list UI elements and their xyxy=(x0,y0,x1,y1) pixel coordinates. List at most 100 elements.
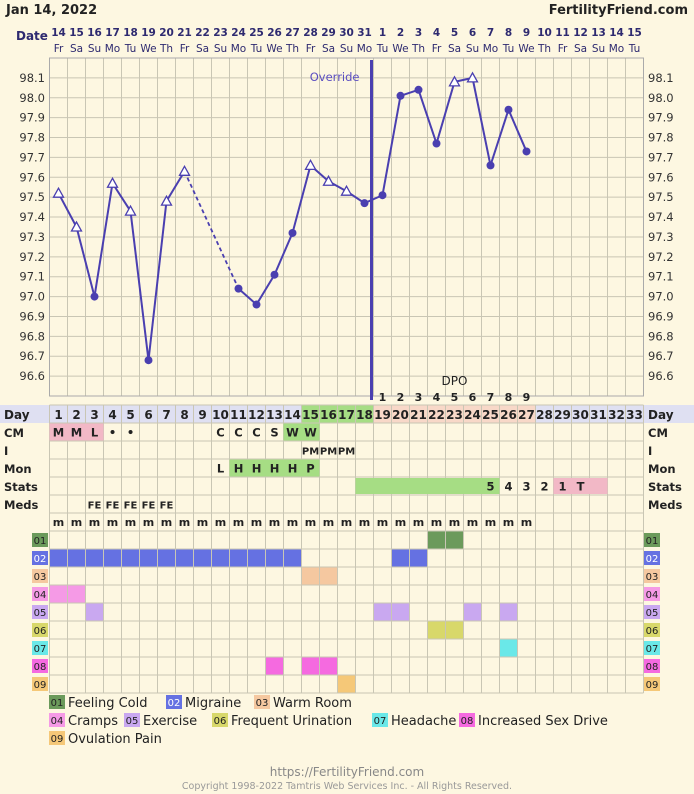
symptom-code-swatch-right xyxy=(644,551,660,565)
weekday-label: We xyxy=(140,43,156,55)
temperature-point xyxy=(378,191,387,200)
symptom-code-swatch-right xyxy=(644,623,660,637)
symptom-cell xyxy=(392,549,409,567)
intercourse-mark: m xyxy=(71,516,82,529)
temperature-line xyxy=(471,77,492,166)
cycle-day-number: 31 xyxy=(590,408,607,422)
intercourse-mark: m xyxy=(125,516,136,529)
stats-value: 4 xyxy=(504,480,512,494)
dpo-number: 7 xyxy=(487,391,495,404)
date-number: 26 xyxy=(267,27,282,39)
symptom-code-swatch xyxy=(32,677,48,691)
legend-swatch xyxy=(124,713,140,727)
cycle-day-number: 13 xyxy=(266,408,283,422)
symptom-cell xyxy=(320,657,337,675)
dpo-number: 9 xyxy=(523,391,531,404)
date-row-label: Date xyxy=(16,29,48,43)
y-tick-right: 98.0 xyxy=(648,91,674,105)
cycle-day-number: 6 xyxy=(144,408,152,422)
temperature-line xyxy=(57,192,78,228)
date-number: 7 xyxy=(487,27,494,39)
cycle-day-number: 20 xyxy=(392,408,409,422)
intercourse-mark: m xyxy=(413,516,424,529)
intercourse-mark: m xyxy=(107,516,118,529)
symptom-cell xyxy=(68,585,85,603)
cm-value: M xyxy=(71,426,82,440)
monitor-value: H xyxy=(288,462,298,476)
legend-swatch xyxy=(49,731,65,745)
symptom-cell xyxy=(86,603,103,621)
symptom-cell xyxy=(230,549,247,567)
cycle-day-number: 16 xyxy=(320,408,337,422)
weekday-label: We xyxy=(518,43,534,55)
symptom-cell xyxy=(158,549,175,567)
footer-url: https://FertilityFriend.com xyxy=(270,765,424,779)
weekday-label: Mo xyxy=(609,43,624,55)
symptom-cell xyxy=(86,549,103,567)
legend-code: 07 xyxy=(374,716,387,727)
intercourse-mark: m xyxy=(179,516,190,529)
cm-value: • xyxy=(109,426,116,440)
weekday-label: Mo xyxy=(357,43,372,55)
temperature-line xyxy=(255,274,276,306)
cm-value: S xyxy=(270,426,278,440)
row-label-right-meds_label: Meds xyxy=(648,498,682,512)
weekday-label: Su xyxy=(466,43,479,55)
cycle-day-number: 30 xyxy=(572,408,589,422)
temperature-point xyxy=(90,292,99,301)
cycle-day-number: 9 xyxy=(198,408,206,422)
weekday-label: Fr xyxy=(306,43,316,55)
weekday-label: Su xyxy=(592,43,605,55)
weekday-label: Su xyxy=(340,43,353,55)
y-tick-left: 97.3 xyxy=(19,230,45,244)
temperature-line xyxy=(237,287,258,306)
symptom-cell xyxy=(500,639,517,657)
monitor-value-cell xyxy=(301,459,320,477)
temperature-point xyxy=(144,356,153,365)
date-number: 15 xyxy=(627,27,642,39)
temperature-line xyxy=(507,109,528,152)
override-label: Override xyxy=(310,70,360,84)
intercourse-mark: m xyxy=(197,516,208,529)
chart-date: Jan 14, 2022 xyxy=(5,3,97,18)
y-tick-left: 97.7 xyxy=(19,150,45,164)
row-label-meds_label: Meds xyxy=(4,498,38,512)
symptom-cell xyxy=(104,549,121,567)
cycle-day-number: 7 xyxy=(162,408,170,422)
y-tick-left: 97.8 xyxy=(19,131,45,145)
temperature-point-triangle xyxy=(70,220,83,232)
temperature-point-triangle xyxy=(322,174,335,186)
cycle-day-number: 24 xyxy=(464,408,481,422)
symptom-code-swatch-right xyxy=(644,587,660,601)
intercourse-mark: m xyxy=(341,516,352,529)
symptom-code-right: 09 xyxy=(646,680,659,691)
meds-value: FE xyxy=(160,501,174,512)
weekday-label: Sa xyxy=(70,43,83,55)
cycle-day-number: 12 xyxy=(248,408,265,422)
cycle-day-number: 28 xyxy=(536,408,553,422)
cycle-day-number: 32 xyxy=(608,408,625,422)
weekday-label: Fr xyxy=(558,43,568,55)
weekday-label: We xyxy=(392,43,408,55)
day-cell-highlight xyxy=(373,405,392,423)
monitor-value: H xyxy=(234,462,244,476)
temperature-line xyxy=(75,226,96,297)
temperature-line xyxy=(291,165,312,234)
date-number: 24 xyxy=(231,27,246,39)
day-row-label: Day xyxy=(4,408,30,422)
date-number: 8 xyxy=(505,27,512,39)
symptom-cell xyxy=(500,603,517,621)
cycle-day-number: 33 xyxy=(626,408,643,422)
legend-name: Migraine xyxy=(185,696,241,711)
y-tick-left: 97.0 xyxy=(19,290,45,304)
temperature-point xyxy=(234,284,243,293)
y-tick-left: 96.6 xyxy=(19,369,45,383)
cm-value: L xyxy=(91,426,99,440)
symptom-code: 09 xyxy=(34,680,47,691)
y-tick-right: 97.2 xyxy=(648,250,674,264)
date-number: 12 xyxy=(573,27,588,39)
cycle-day-number: 14 xyxy=(284,408,301,422)
weekday-label: Tu xyxy=(628,43,640,55)
day-cell-highlight xyxy=(481,405,500,423)
